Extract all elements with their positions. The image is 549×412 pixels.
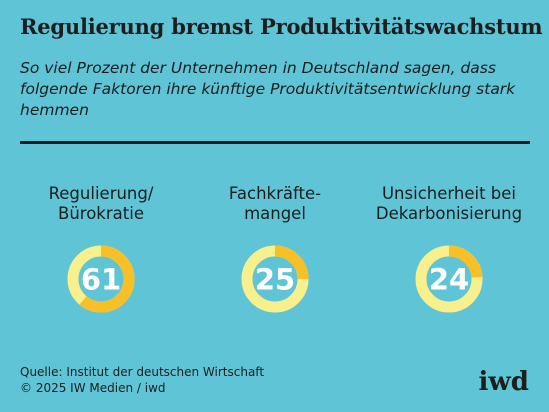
value-label: 24 <box>429 263 469 297</box>
donut-regulierung: 61 <box>67 245 135 313</box>
value-label: 25 <box>255 263 295 297</box>
source-line: Quelle: Institut der deutschen Wirtschaf… <box>20 365 265 379</box>
donut-share-arc <box>415 245 483 313</box>
donut-share-arc <box>241 245 309 313</box>
donut-share-arc <box>67 245 135 313</box>
factor-label: Regulierung/ Bürokratie <box>48 184 154 223</box>
factor-label: Fachkräfte- mangel <box>228 184 322 223</box>
iwd-logo: iwd <box>478 367 529 397</box>
factor-label: Unsicherheit bei Dekarbonisierung <box>375 184 523 223</box>
chart-title: Regulierung bremst Produktivitätswachstu… <box>20 14 543 39</box>
factor-regulierung: Regulierung/ Bürokratie 61 <box>16 184 186 313</box>
divider-rule <box>20 141 530 144</box>
chart-subtitle: So viel Prozent der Unternehmen in Deuts… <box>20 59 516 119</box>
donut-fachkraeftemangel: 25 <box>241 245 309 313</box>
factor-dekarbonisierung: Unsicherheit bei Dekarbonisierung 24 <box>364 184 534 313</box>
copyright-line: © 2025 IW Medien / iwd <box>20 381 166 395</box>
source-note: Quelle: Institut der deutschen Wirtschaf… <box>20 364 264 396</box>
donut-dekarbonisierung: 24 <box>415 245 483 313</box>
value-label: 61 <box>81 263 121 297</box>
factor-fachkraeftemangel: Fachkräfte- mangel 25 <box>190 184 360 313</box>
